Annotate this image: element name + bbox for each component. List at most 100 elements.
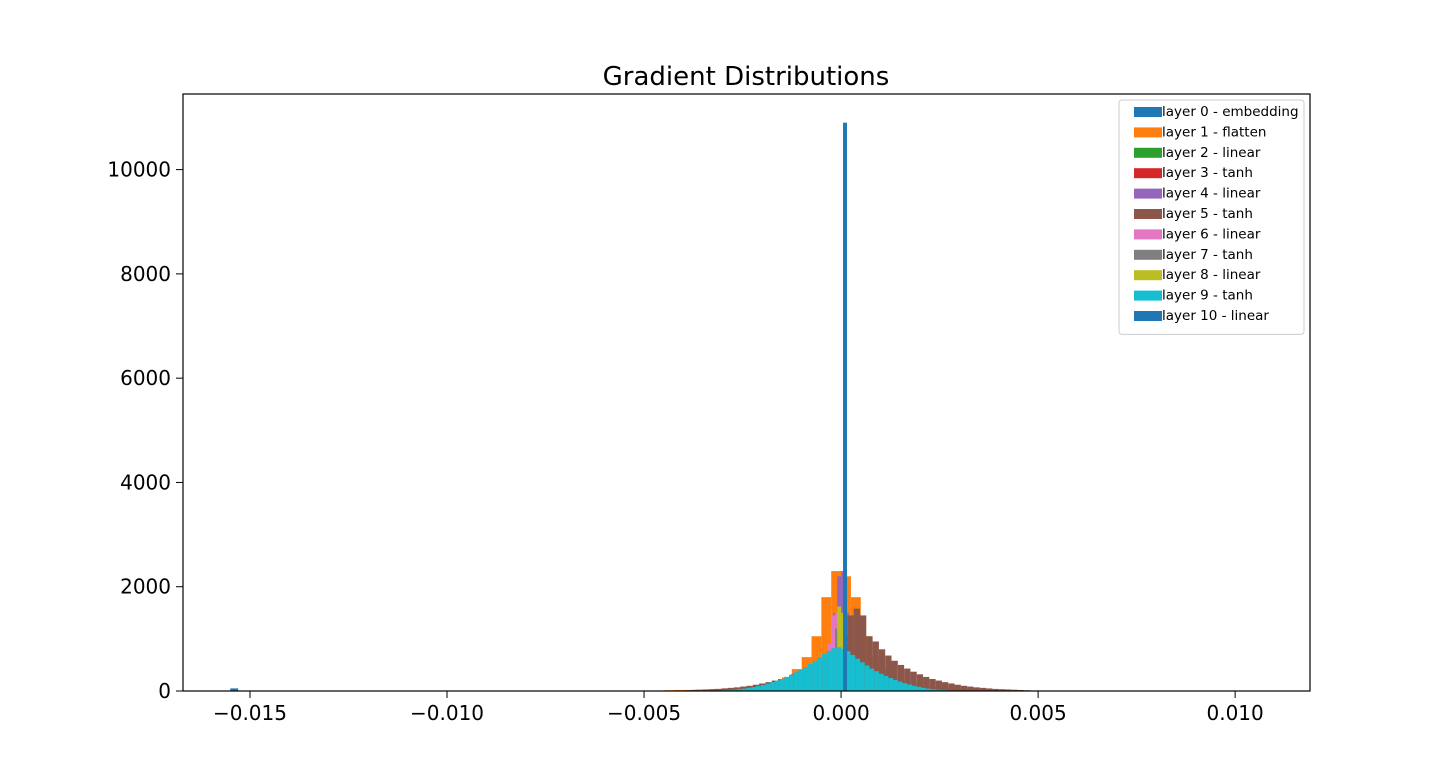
x-tick-label: −0.010 — [410, 701, 484, 725]
y-axis: 0 2000 4000 6000 8000 10000 — [107, 158, 183, 703]
x-tick-label: 0.010 — [1206, 701, 1263, 725]
histogram-bar — [821, 597, 832, 691]
histogram-bar — [888, 677, 894, 691]
y-tick-label: 2000 — [120, 575, 171, 599]
legend-label: layer 3 - tanh — [1162, 165, 1253, 181]
histogram-bar — [864, 665, 870, 691]
legend-swatch — [1134, 168, 1162, 179]
histogram-bar — [845, 651, 851, 691]
y-tick-label: 6000 — [120, 366, 171, 390]
histogram-bar — [798, 669, 804, 691]
histogram-bar — [774, 680, 780, 691]
legend-swatch — [1134, 229, 1162, 240]
histogram-bar — [751, 687, 756, 691]
histogram-bar — [855, 658, 860, 691]
legend-label: layer 6 - linear — [1162, 226, 1261, 242]
legend: layer 0 - embedding layer 1 - flatten laye… — [1118, 99, 1305, 335]
histogram-bar — [941, 682, 949, 691]
legend-swatch — [1134, 127, 1162, 138]
legend-swatch — [1134, 209, 1162, 219]
y-tick-label: 10000 — [107, 158, 171, 182]
legend-label: layer 7 - tanh — [1162, 247, 1253, 263]
legend-label: layer 5 - tanh — [1162, 206, 1253, 222]
legend-label: layer 2 - linear — [1162, 145, 1261, 161]
histogram-bar — [853, 608, 860, 691]
histogram-bar — [926, 688, 931, 691]
legend-label: layer 4 - linear — [1162, 186, 1261, 202]
legend-swatch — [1134, 107, 1162, 117]
histogram-bar — [897, 681, 903, 691]
legend-swatch — [1134, 147, 1162, 158]
histogram-bar — [935, 680, 942, 691]
legend-label: layer 0 - embedding — [1162, 104, 1299, 120]
x-tick-label: −0.015 — [213, 701, 287, 725]
histogram-bar — [891, 660, 898, 691]
histogram-bar — [708, 689, 715, 691]
histogram-bar — [789, 674, 794, 691]
histogram-bar — [921, 687, 927, 691]
histogram-bar — [812, 660, 818, 691]
y-tick-label: 4000 — [120, 470, 171, 494]
histogram-bar — [866, 636, 873, 691]
histogram-bar — [826, 650, 832, 691]
histogram-bar — [935, 689, 941, 691]
legend-swatch — [1134, 311, 1162, 321]
histogram-bar — [696, 689, 703, 691]
histogram-bar — [836, 647, 842, 691]
histogram-bar — [923, 676, 930, 691]
histogram-bar — [714, 688, 722, 691]
histogram-bar — [817, 657, 823, 691]
histogram-bar — [998, 689, 1005, 691]
legend-box — [1118, 99, 1305, 335]
histogram-bar — [807, 663, 813, 691]
histogram-bar — [916, 674, 924, 691]
histogram-bar — [850, 655, 856, 691]
y-tick-label: 8000 — [120, 262, 171, 286]
histogram-bar — [230, 688, 239, 691]
histogram-bar — [893, 679, 898, 691]
plot-area — [230, 122, 1039, 692]
chart-title: Gradient Distributions — [603, 62, 890, 92]
histogram-bar — [859, 615, 867, 691]
legend-swatch — [1134, 249, 1162, 260]
histogram-bar — [831, 648, 837, 691]
histogram-bar — [765, 683, 771, 691]
histogram-bar — [930, 689, 936, 691]
legend-label: layer 8 - linear — [1162, 267, 1261, 283]
histogram-bar — [878, 673, 884, 691]
histogram-bar — [741, 688, 747, 691]
histogram-bar — [746, 687, 752, 691]
histogram-bar — [872, 641, 879, 691]
histogram-bar — [904, 668, 911, 691]
histogram-bar — [883, 675, 889, 691]
histogram-bar — [859, 662, 865, 691]
histogram-bar — [770, 682, 775, 691]
histogram-bar — [733, 687, 741, 691]
x-axis: −0.015 −0.010 −0.005 0.000 0.005 0.010 — [213, 691, 1264, 725]
histogram-bar — [910, 671, 917, 691]
histogram-bar — [967, 686, 974, 691]
x-tick-label: −0.005 — [607, 701, 681, 725]
legend-swatch — [1134, 188, 1162, 199]
histogram-bar — [721, 688, 728, 691]
histogram-bar — [822, 653, 827, 691]
histogram-bar — [973, 687, 980, 691]
y-tick-label: 0 — [158, 679, 171, 703]
histogram-bar — [954, 684, 961, 691]
histogram-bar — [992, 688, 999, 691]
histogram-bar — [916, 686, 922, 691]
histogram-bar — [1011, 689, 1018, 691]
histogram-bar — [960, 685, 968, 691]
histogram-bar — [869, 668, 875, 691]
histogram-bar — [793, 672, 799, 691]
histogram-bar — [737, 689, 742, 691]
legend-label: layer 1 - flatten — [1162, 124, 1266, 140]
histogram-bar — [847, 615, 854, 691]
x-tick-label: 0.005 — [1009, 701, 1066, 725]
histogram-bar — [779, 679, 785, 691]
histogram-bar — [843, 122, 847, 692]
series-10 — [843, 122, 847, 692]
histogram-bar — [929, 679, 936, 691]
histogram-bar — [912, 685, 917, 691]
